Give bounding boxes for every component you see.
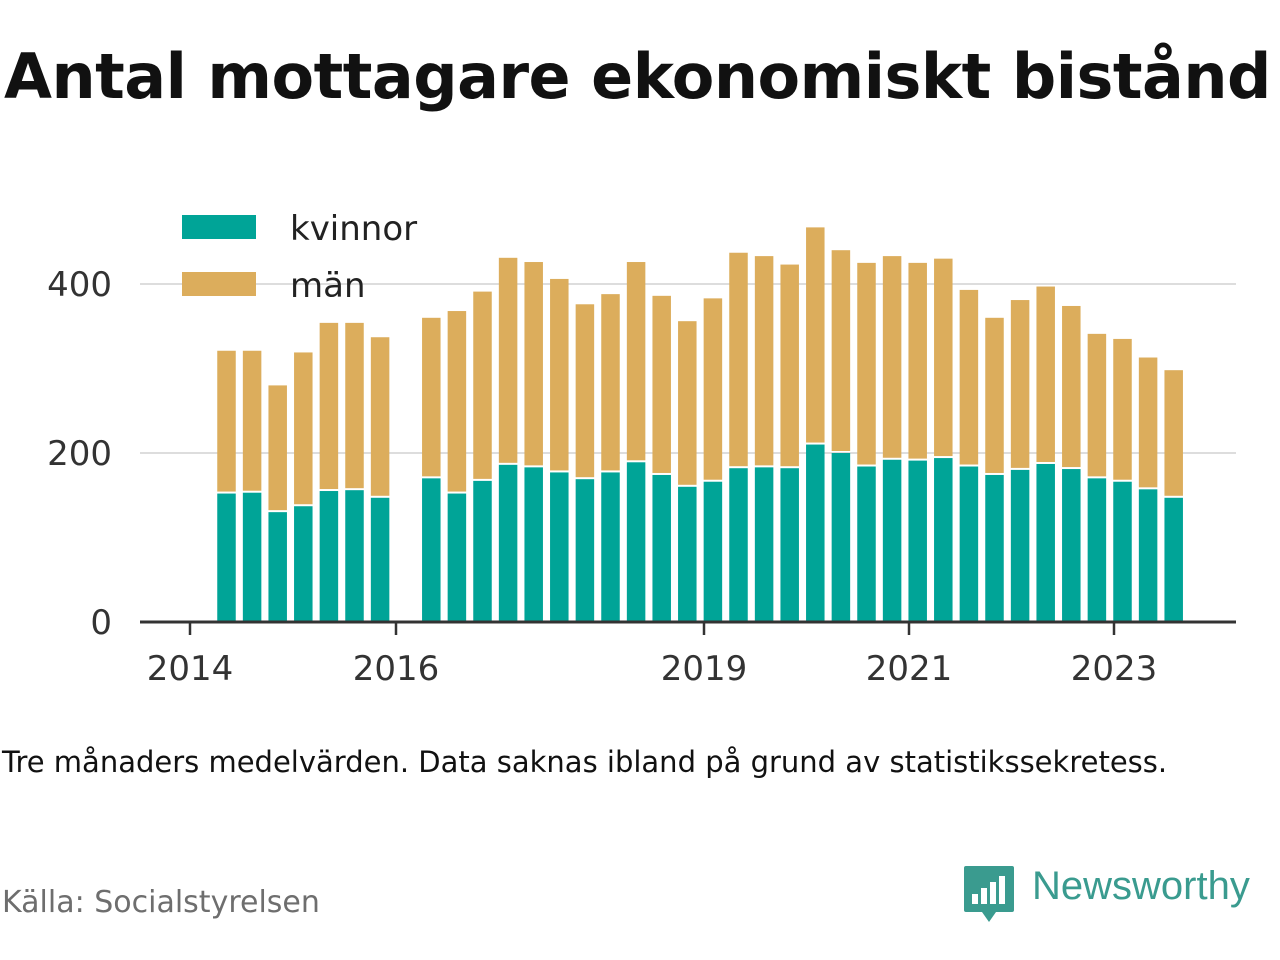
bar-kvinnor (217, 493, 236, 622)
bar-kvinnor (498, 464, 518, 622)
chart-title: Antal mottagare ekonomiskt bistånd (4, 40, 1271, 113)
bar-man (780, 264, 799, 467)
bar-kvinnor (754, 467, 774, 622)
bar-man (626, 262, 646, 461)
legend-label-man: män (290, 266, 366, 306)
bar-kvinnor (268, 512, 287, 622)
bar-kvinnor (1087, 478, 1107, 622)
bar-kvinnor (1036, 463, 1055, 622)
bar-man (242, 350, 262, 491)
x-axis: 2014 2016 2019 2021 2023 (140, 620, 1236, 689)
bar-man (806, 227, 825, 443)
bar-man (678, 321, 697, 485)
bar-man (882, 256, 902, 458)
bar-kvinnor (703, 481, 723, 622)
bar-kvinnor (831, 453, 851, 622)
bar-kvinnor (678, 486, 697, 622)
bar-man (1138, 357, 1158, 488)
bar-kvinnor (806, 444, 825, 622)
bar-kvinnor (1113, 481, 1132, 622)
bar-man (268, 385, 287, 511)
bar-man (575, 304, 595, 478)
bar-man (934, 258, 953, 457)
bar-man (319, 322, 339, 490)
bar-man (985, 317, 1004, 473)
bar-man (831, 250, 851, 451)
legend-swatch-kvinnor (182, 215, 256, 239)
source-text: Källa: Socialstyrelsen (2, 885, 320, 920)
y-tick-label: 0 (90, 603, 112, 643)
legend-label-kvinnor: kvinnor (290, 209, 417, 249)
bar-man (370, 337, 390, 496)
x-tick-label: 2023 (1071, 649, 1158, 689)
bar-man (959, 289, 979, 465)
x-tick-label: 2014 (147, 649, 234, 689)
bar-man (1164, 370, 1183, 496)
bar-man (550, 278, 569, 471)
y-tick-label: 400 (47, 265, 112, 305)
bar-kvinnor (575, 479, 595, 622)
legend-swatch-man (182, 272, 256, 296)
x-tick-label: 2019 (661, 649, 748, 689)
legend: kvinnor män (182, 209, 417, 306)
bar-kvinnor (729, 468, 748, 622)
bar-man (294, 352, 313, 505)
bar-kvinnor (1062, 469, 1081, 622)
x-tick-label: 2021 (866, 649, 953, 689)
bar-man (754, 256, 774, 466)
bar-kvinnor (780, 468, 799, 622)
chart-note: Tre månaders medelvärden. Data saknas ib… (2, 745, 1168, 779)
bar-man (1087, 333, 1107, 477)
bar-kvinnor (319, 491, 339, 622)
brand-name: Newsworthy (1032, 864, 1250, 908)
newsworthy-logo-icon (964, 866, 1014, 922)
bar-kvinnor (1138, 489, 1158, 622)
bar-man (908, 262, 927, 459)
bar-kvinnor (882, 459, 902, 622)
y-axis-labels: 0 200 400 (47, 265, 112, 643)
bar-man (601, 294, 620, 471)
bar-kvinnor (370, 497, 390, 622)
bar-kvinnor (473, 480, 492, 622)
x-tick-label: 2016 (353, 649, 440, 689)
bar-man (1062, 305, 1081, 468)
bar-man (422, 317, 441, 477)
bar-kvinnor (985, 474, 1004, 622)
bar-kvinnor (294, 506, 313, 622)
bar-man (345, 322, 364, 489)
bar-man (729, 252, 748, 467)
bar-kvinnor (601, 472, 620, 622)
stacked-bar-chart: 2014 2016 2019 2021 2023 0 200 400 kvinnor män (47, 209, 1236, 689)
bar-man (1036, 286, 1055, 462)
bar-man (498, 257, 518, 463)
bar-kvinnor (447, 493, 467, 622)
bar-kvinnor (422, 478, 441, 622)
bar-kvinnor (934, 458, 953, 622)
newsworthy-brand[interactable]: Newsworthy (962, 862, 1278, 926)
bar-man (1010, 300, 1030, 468)
bar-kvinnor (652, 474, 671, 622)
bar-kvinnor (959, 466, 979, 622)
bar-man (652, 295, 671, 473)
bar-kvinnor (550, 472, 569, 622)
bar-man (703, 298, 723, 480)
bar-kvinnor (1164, 497, 1183, 622)
bar-kvinnor (857, 466, 876, 622)
bar-man (217, 350, 236, 492)
bar-man (473, 291, 492, 479)
bar-kvinnor (626, 462, 646, 622)
bar-kvinnor (908, 460, 927, 622)
bar-kvinnor (524, 467, 543, 622)
bar-kvinnor (345, 490, 364, 622)
y-tick-label: 200 (47, 434, 112, 474)
bar-man (857, 262, 876, 465)
bar-kvinnor (1010, 469, 1030, 622)
bar-man (1113, 338, 1132, 480)
bar-man (447, 311, 467, 492)
bars (217, 227, 1183, 622)
bar-kvinnor (242, 492, 262, 622)
bar-man (524, 262, 543, 466)
